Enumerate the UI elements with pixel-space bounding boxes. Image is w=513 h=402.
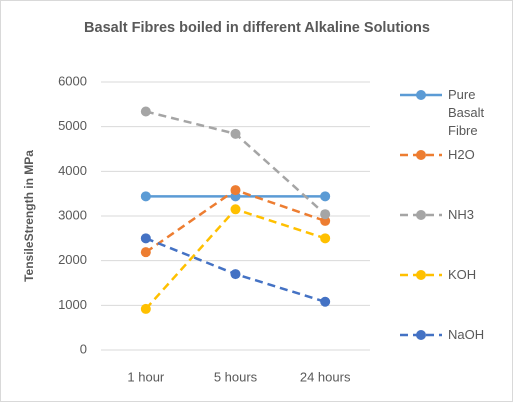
data-point	[320, 209, 331, 220]
y-tick-label: 4000	[58, 163, 87, 178]
data-point	[140, 191, 151, 202]
y-tick-label: 3000	[58, 207, 87, 222]
legend-label: KOH	[448, 267, 477, 282]
legend-label: H2O	[448, 147, 475, 162]
y-tick-label: 5000	[58, 118, 87, 133]
data-point	[140, 247, 151, 258]
legend-marker	[416, 270, 426, 280]
legend-marker	[416, 330, 426, 340]
y-tick-label: 6000	[58, 73, 87, 88]
data-point	[320, 233, 331, 244]
y-tick-label: 1000	[58, 297, 87, 312]
data-point	[230, 185, 241, 196]
data-point	[140, 233, 151, 244]
data-point	[230, 128, 241, 139]
legend-label: NH3	[448, 207, 475, 222]
x-tick-label: 5 hours	[214, 369, 258, 384]
y-axis-title: TensileStrength in MPa	[22, 150, 36, 282]
data-point	[230, 269, 241, 280]
data-point	[320, 296, 331, 307]
x-tick-label: 1 hour	[127, 369, 165, 384]
legend-marker	[416, 150, 426, 160]
legend-marker	[416, 90, 426, 100]
x-tick-label: 24 hours	[300, 369, 351, 384]
legend-marker	[416, 210, 426, 220]
y-tick-label: 2000	[58, 252, 87, 267]
legend-label: NaOH	[448, 327, 485, 342]
data-point	[230, 204, 241, 215]
data-point	[320, 191, 331, 202]
data-point	[140, 303, 151, 314]
y-tick-label: 0	[80, 341, 87, 356]
data-point	[140, 106, 151, 117]
chart-title: Basalt Fibres boiled in different Alkali…	[84, 20, 430, 36]
legend-label: Pure Basalt Fibre	[448, 87, 485, 138]
